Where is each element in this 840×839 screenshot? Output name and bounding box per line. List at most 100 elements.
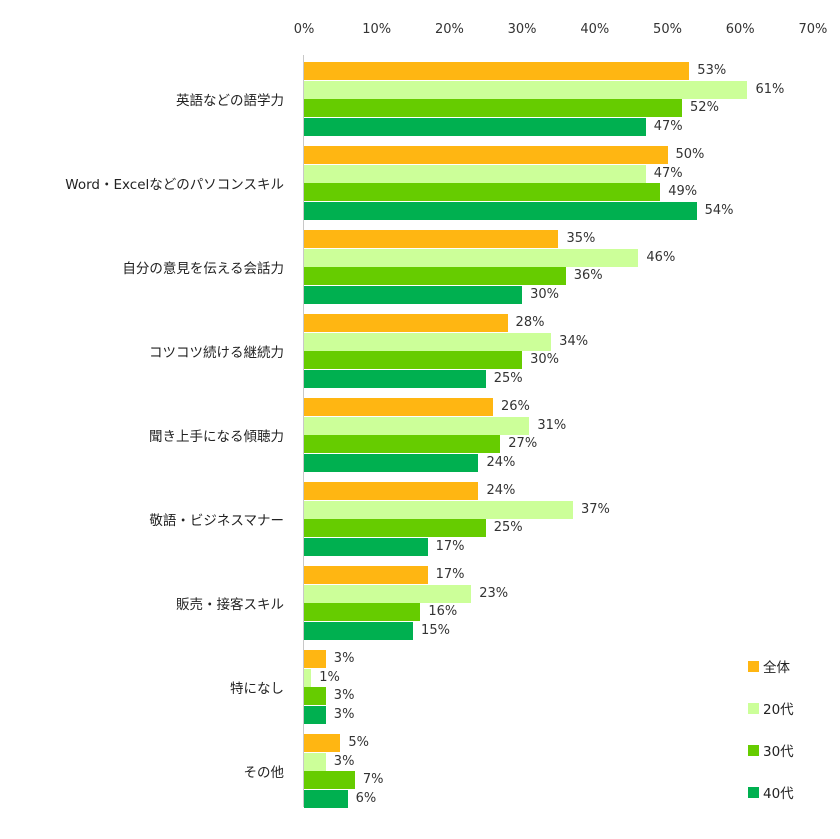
legend-item: 30代 — [748, 740, 794, 760]
bar — [304, 435, 501, 453]
bar-value-label: 17% — [435, 567, 465, 582]
bar-value-label: 25% — [493, 520, 523, 535]
legend-swatch-icon — [748, 702, 759, 714]
bar — [304, 230, 559, 248]
legend-item: 20代 — [748, 698, 794, 718]
bar — [304, 519, 486, 537]
bar-value-label: 47% — [653, 165, 683, 181]
x-tick-label: 50% — [653, 22, 682, 37]
x-tick-label: 10% — [362, 22, 392, 37]
legend-swatch-icon — [748, 744, 759, 756]
bar — [304, 398, 494, 416]
bar-value-label: 53% — [697, 63, 727, 78]
bar-value-label: 30% — [530, 286, 559, 302]
legend-item: 40代 — [748, 782, 794, 802]
bar-value-label: 3% — [333, 753, 355, 769]
bar — [304, 584, 472, 603]
bar-value-label: 37% — [580, 501, 610, 517]
bar — [304, 734, 341, 752]
category-label: 聞き上手になる傾聴力 — [149, 429, 284, 445]
bar — [304, 285, 523, 304]
bar-value-label: 1% — [319, 669, 340, 685]
bar-value-label: 49% — [668, 184, 698, 199]
bar-value-label: 46% — [646, 249, 676, 265]
category-label: その他 — [243, 765, 285, 781]
bar-value-label: 52% — [690, 100, 719, 115]
bar — [304, 62, 690, 80]
bar-value-label: 24% — [486, 454, 516, 470]
bar-value-label: 35% — [566, 231, 596, 246]
category-label: 敬語・ビジネスマナー — [149, 513, 284, 529]
bar-value-label: 28% — [515, 315, 545, 330]
bar-value-label: 17% — [435, 538, 465, 554]
bar-value-label: 25% — [493, 370, 523, 386]
bar-value-label: 34% — [559, 333, 589, 349]
bar — [304, 453, 479, 472]
bar — [304, 621, 414, 640]
bar — [304, 668, 312, 687]
category-label: 販売・接客スキル — [176, 597, 284, 613]
category-label: 英語などの語学力 — [176, 93, 284, 109]
bar — [304, 603, 421, 621]
bar — [304, 566, 428, 584]
bar-value-label: 50% — [675, 147, 705, 162]
legend-label: 20代 — [763, 702, 794, 718]
bar — [304, 687, 326, 705]
bar-value-label: 16% — [428, 604, 458, 619]
bar-value-label: 47% — [653, 118, 683, 134]
legend-label: 40代 — [763, 786, 794, 802]
bar — [304, 80, 748, 99]
bar — [304, 771, 355, 789]
bar — [304, 416, 530, 435]
bar — [304, 164, 646, 183]
bar-value-label: 3% — [333, 651, 355, 666]
x-tick-label: 60% — [725, 22, 755, 37]
category-label: 自分の意見を伝える会話力 — [122, 261, 284, 277]
bar — [304, 201, 697, 220]
bar — [304, 789, 348, 808]
bar — [304, 752, 326, 771]
bar-value-label: 5% — [348, 735, 369, 750]
category-label: Word・Excelなどのパソコンスキル — [65, 177, 284, 193]
bar — [304, 482, 479, 500]
bar-value-label: 3% — [333, 688, 355, 703]
bar-value-label: 36% — [573, 268, 603, 283]
bar — [304, 537, 428, 556]
bar-value-label: 30% — [530, 352, 559, 367]
bar — [304, 99, 683, 117]
bar-value-label: 3% — [333, 706, 355, 722]
legend-swatch-icon — [748, 660, 759, 672]
bar-value-label: 54% — [704, 202, 734, 218]
bar-value-label: 23% — [479, 585, 509, 601]
y-axis-line — [303, 55, 304, 807]
bar — [304, 500, 573, 519]
bar-value-label: 6% — [355, 790, 377, 806]
category-label: 特になし — [230, 681, 284, 697]
bar-value-label: 7% — [362, 772, 384, 787]
x-tick-label: 20% — [434, 22, 464, 37]
legend-item: 全体 — [748, 656, 790, 676]
bar-value-label: 27% — [508, 436, 538, 451]
x-tick-label: 30% — [507, 22, 537, 37]
x-tick-label: 40% — [580, 22, 610, 37]
x-tick-label: 70% — [798, 22, 828, 37]
legend-swatch-icon — [748, 786, 759, 798]
bar — [304, 650, 326, 668]
bar-value-label: 61% — [755, 81, 785, 97]
bar — [304, 183, 661, 201]
bar — [304, 117, 646, 136]
bar-value-label: 31% — [537, 417, 567, 433]
category-label: コツコツ続ける継続力 — [149, 345, 284, 361]
bar-value-label: 26% — [501, 399, 530, 414]
bar-value-label: 24% — [486, 483, 516, 498]
legend-label: 30代 — [763, 744, 794, 760]
x-tick-label: 0% — [293, 22, 315, 37]
legend-label: 全体 — [763, 660, 790, 676]
bar — [304, 146, 668, 164]
bar — [304, 705, 326, 724]
bar — [304, 351, 523, 369]
bar — [304, 248, 639, 267]
bar-value-label: 15% — [421, 622, 450, 638]
bar — [304, 314, 508, 332]
